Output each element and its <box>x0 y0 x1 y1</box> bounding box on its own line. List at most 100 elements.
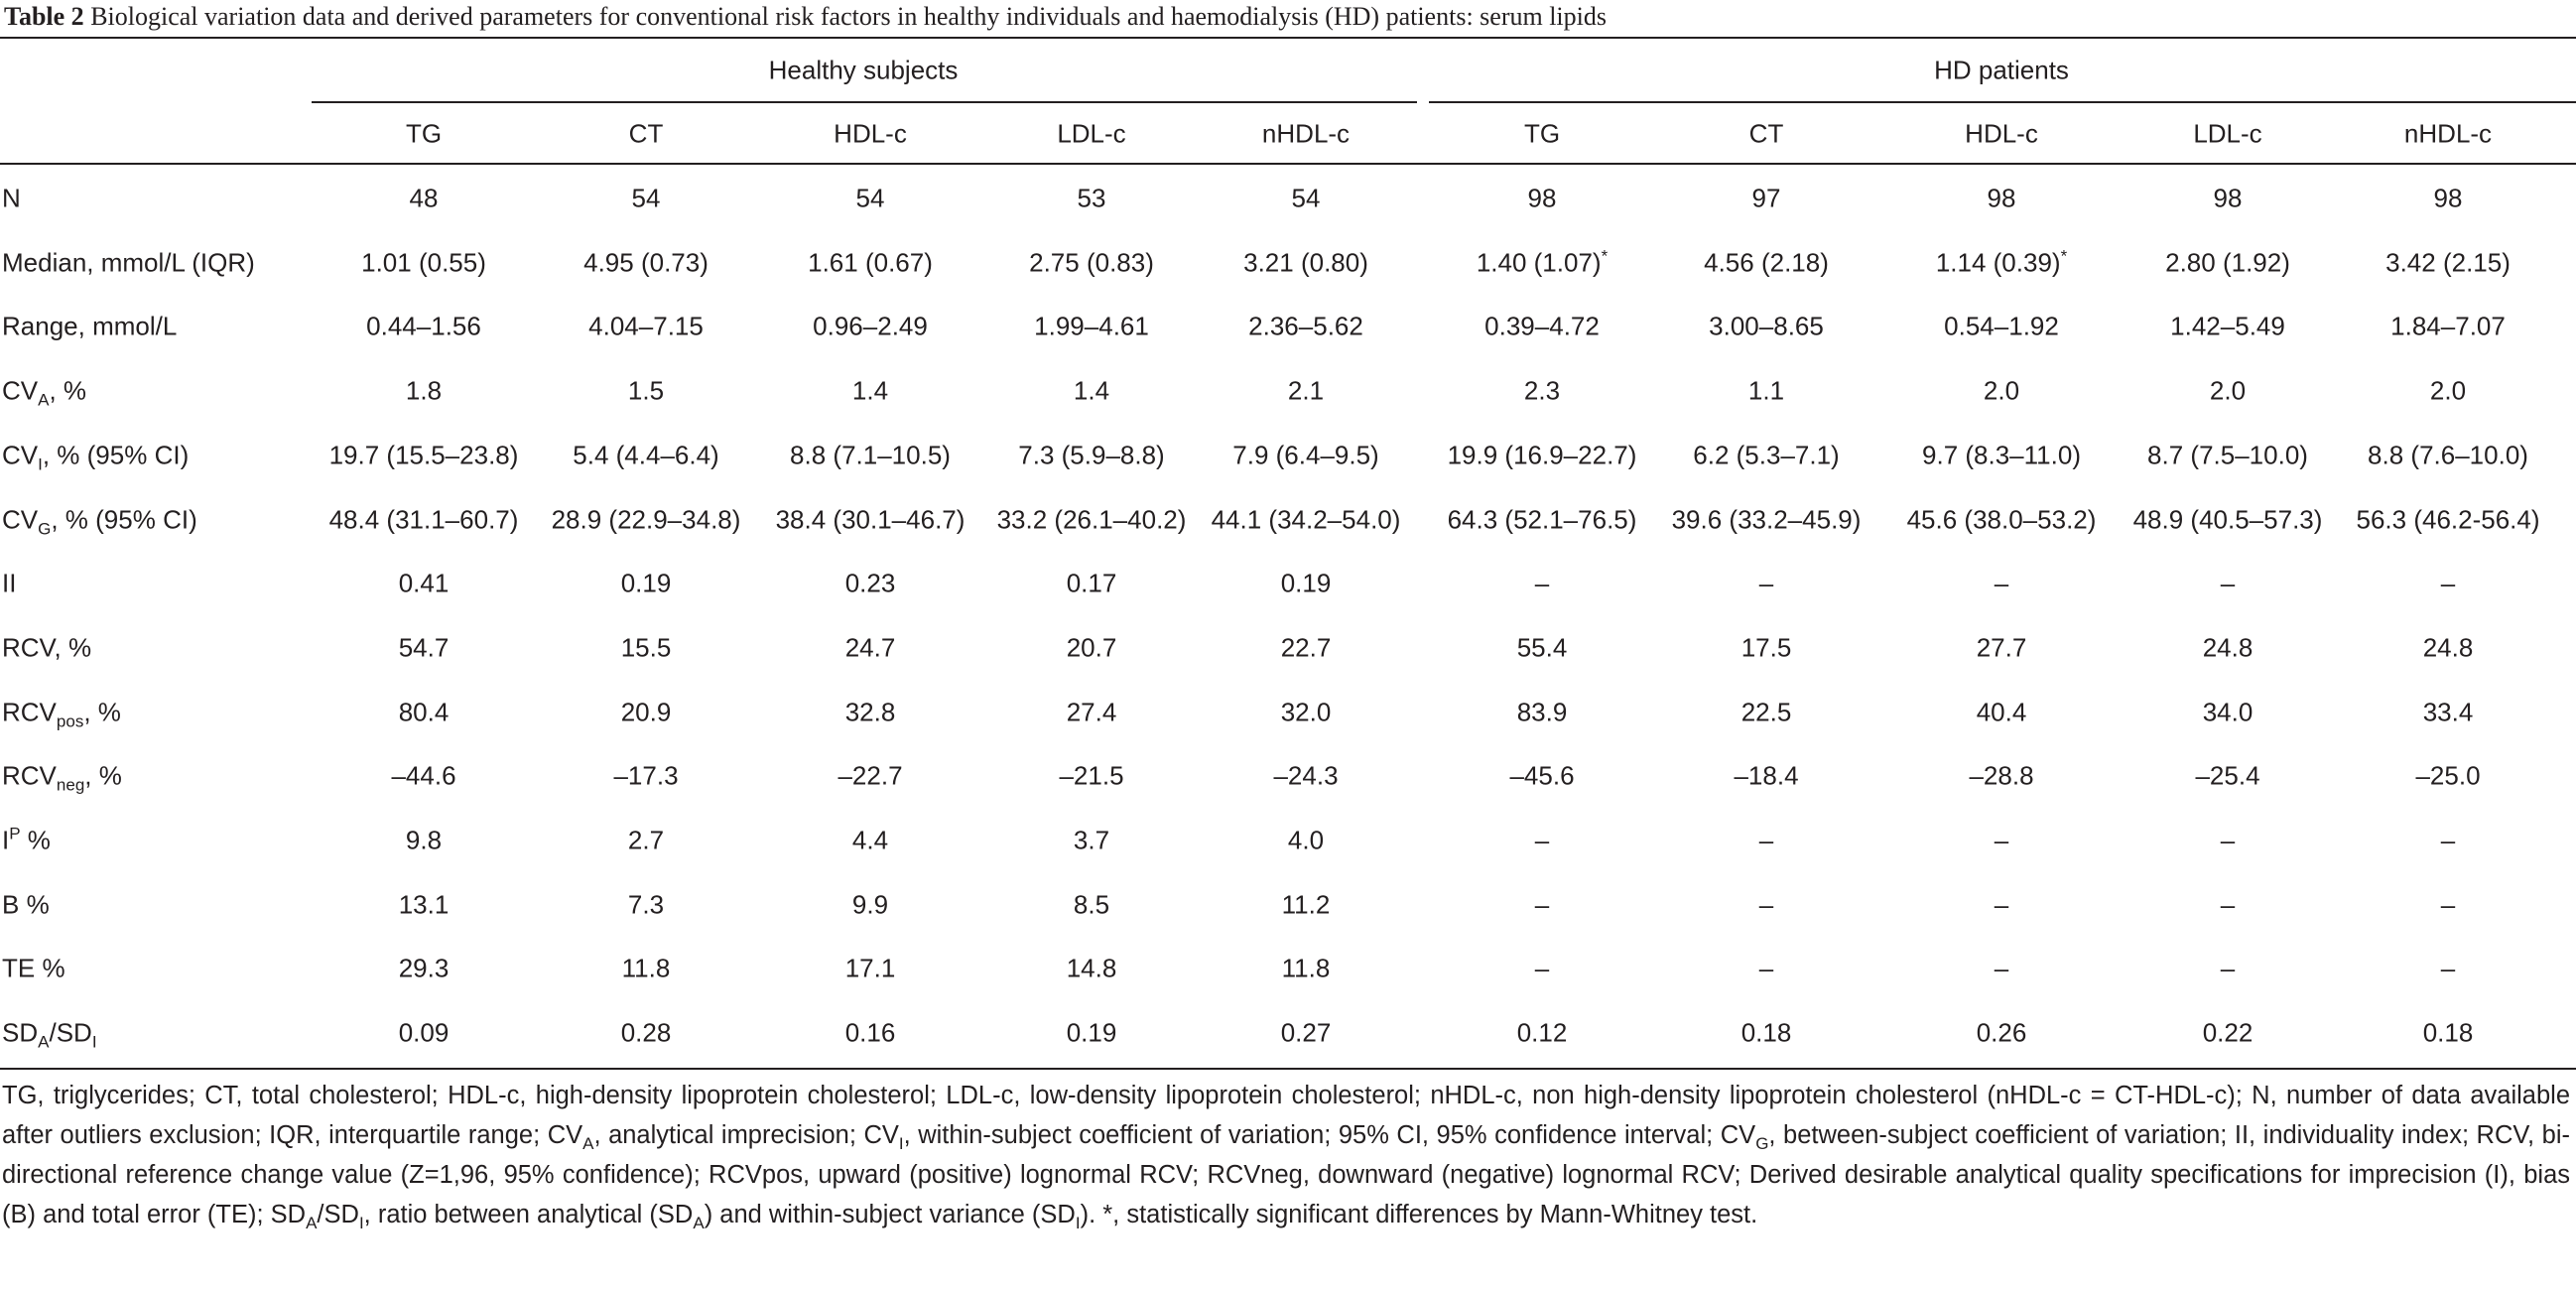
row-label-subscript: A <box>38 390 50 410</box>
table-cell: 0.39–4.72 <box>1484 311 1600 341</box>
table-cell: 22.7 <box>1280 632 1332 663</box>
row-label-subscript: A <box>38 1032 50 1052</box>
table-cell: 19.9 (16.9–22.7) <box>1447 440 1637 470</box>
table-cell: 0.44–1.56 <box>366 311 481 341</box>
row-label-tail: , % <box>84 760 122 791</box>
bottom-rule <box>0 1068 2576 1070</box>
table-cell: 0.54–1.92 <box>1944 311 2059 341</box>
table-cell: 29.3 <box>398 953 450 983</box>
table-cell: 34.0 <box>2202 697 2254 727</box>
table-cell: –25.0 <box>2415 760 2481 791</box>
row-label-main: RCV <box>2 697 57 727</box>
table-cell: 4.04–7.15 <box>588 311 704 341</box>
table-cell: 54.7 <box>398 632 450 663</box>
row-label: Range, mmol/L <box>2 312 177 342</box>
table-cell: 11.8 <box>621 953 671 983</box>
table-cell: – <box>1534 889 1550 920</box>
table-cell: –24.3 <box>1273 760 1339 791</box>
cell-value: 1.14 (0.39) <box>1935 247 2061 278</box>
table-cell: 0.26 <box>1976 1017 2027 1048</box>
table-cell: – <box>1758 825 1774 855</box>
row-label-main: II <box>2 568 17 598</box>
row-label-main: Range, mmol/L <box>2 311 178 341</box>
table-caption: Table 2 Biological variation data and de… <box>4 0 2574 34</box>
row-label: CVI, % (95% CI) <box>2 440 189 472</box>
footnote-subscript: I <box>898 1134 904 1153</box>
table-cell: – <box>2220 889 2236 920</box>
row-label: RCVpos, % <box>2 697 121 731</box>
footnote-subscript: A <box>693 1214 705 1232</box>
table-cell: 2.1 <box>1287 375 1325 406</box>
column-header: HDL-c <box>834 118 907 149</box>
table-cell: – <box>1758 953 1774 983</box>
row-label-main: CV <box>2 375 39 406</box>
table-cell: 3.00–8.65 <box>1709 311 1824 341</box>
table-cell: 20.7 <box>1066 632 1117 663</box>
column-header: CT <box>1748 118 1784 149</box>
row-label-main: N <box>2 183 21 213</box>
footnote-text: /SD <box>317 1201 359 1228</box>
table-cell: 17.5 <box>1740 632 1792 663</box>
column-header: CT <box>628 118 664 149</box>
table-cell: –25.4 <box>2195 760 2260 791</box>
row-label: RCVneg, % <box>2 760 122 794</box>
table-cell: 13.1 <box>398 889 450 920</box>
table-cell: 98 <box>1987 183 2016 213</box>
table-cell: 5.4 (4.4–6.4) <box>573 440 719 470</box>
row-label-subscript: I <box>91 1032 97 1052</box>
row-label: IP % <box>2 826 51 856</box>
row-label: SDA/SDI <box>2 1018 97 1052</box>
table-cell: – <box>1994 889 2009 920</box>
table-cell: 32.0 <box>1280 697 1332 727</box>
table-cell: – <box>2220 953 2236 983</box>
table-cell: 0.22 <box>2202 1017 2254 1048</box>
row-label-main: CV <box>2 504 39 534</box>
footnote-text: TG, triglycerides; CT, total cholesterol… <box>2 1082 2570 1149</box>
table-cell: 98 <box>1527 183 1557 213</box>
row-label-subscript: G <box>38 519 52 538</box>
table-cell: –18.4 <box>1734 760 1799 791</box>
table-cell: – <box>1994 568 2009 598</box>
group-header-healthy: Healthy subjects <box>768 55 959 85</box>
table-cell: – <box>1758 568 1774 598</box>
row-label-main: RCV, % <box>2 632 92 663</box>
table-cell: 33.2 (26.1–40.2) <box>996 504 1187 534</box>
significance-mark: * <box>2060 246 2068 266</box>
row-label-main: B % <box>2 889 50 920</box>
column-header: TG <box>405 118 443 149</box>
row-label-tail: % <box>20 825 51 855</box>
table-cell: 0.28 <box>620 1017 672 1048</box>
table-cell: 2.0 <box>1983 375 2020 406</box>
footnote-subscript: G <box>1755 1134 1769 1153</box>
table-cell: –22.7 <box>837 760 903 791</box>
footnote-text: , analytical imprecision; CV <box>593 1121 899 1149</box>
table-cell: 2.7 <box>627 825 665 855</box>
row-label: CVG, % (95% CI) <box>2 504 197 538</box>
footnote-subscript: A <box>306 1214 318 1232</box>
table-cell: 20.9 <box>620 697 672 727</box>
row-label-subscript: pos <box>56 711 84 731</box>
table-cell: – <box>1534 825 1550 855</box>
row-label: RCV, % <box>2 632 91 663</box>
table-footnote: TG, triglycerides; CT, total cholesterol… <box>2 1070 2570 1234</box>
table-cell: 1.5 <box>627 375 665 406</box>
table-cell: 54 <box>631 183 661 213</box>
table-cell: 8.7 (7.5–10.0) <box>2147 440 2308 470</box>
table-cell: – <box>1534 953 1550 983</box>
table-cell: 0.17 <box>1066 568 1117 598</box>
row-label-main: Median, mmol/L (IQR) <box>2 247 255 278</box>
table-cell: 48.4 (31.1–60.7) <box>328 504 519 534</box>
table-cell: 53 <box>1077 183 1106 213</box>
table-cell: 54 <box>855 183 885 213</box>
footnote-subscript: A <box>582 1134 594 1153</box>
table-cell: –28.8 <box>1969 760 2034 791</box>
footnote-text: , within-subject coefficient of variatio… <box>903 1121 1756 1149</box>
footnote-text: , between-subject coefficient of variati… <box>2 1121 2570 1228</box>
table-cell: 8.5 <box>1073 889 1110 920</box>
table-cell: – <box>1758 889 1774 920</box>
header-rule <box>0 163 2576 165</box>
table-cell: 4.4 <box>851 825 889 855</box>
table-cell: – <box>2220 568 2236 598</box>
group-header-hd: HD patients <box>1934 55 2069 85</box>
footnote-text: ). *, statistically significant differen… <box>1080 1201 1758 1228</box>
